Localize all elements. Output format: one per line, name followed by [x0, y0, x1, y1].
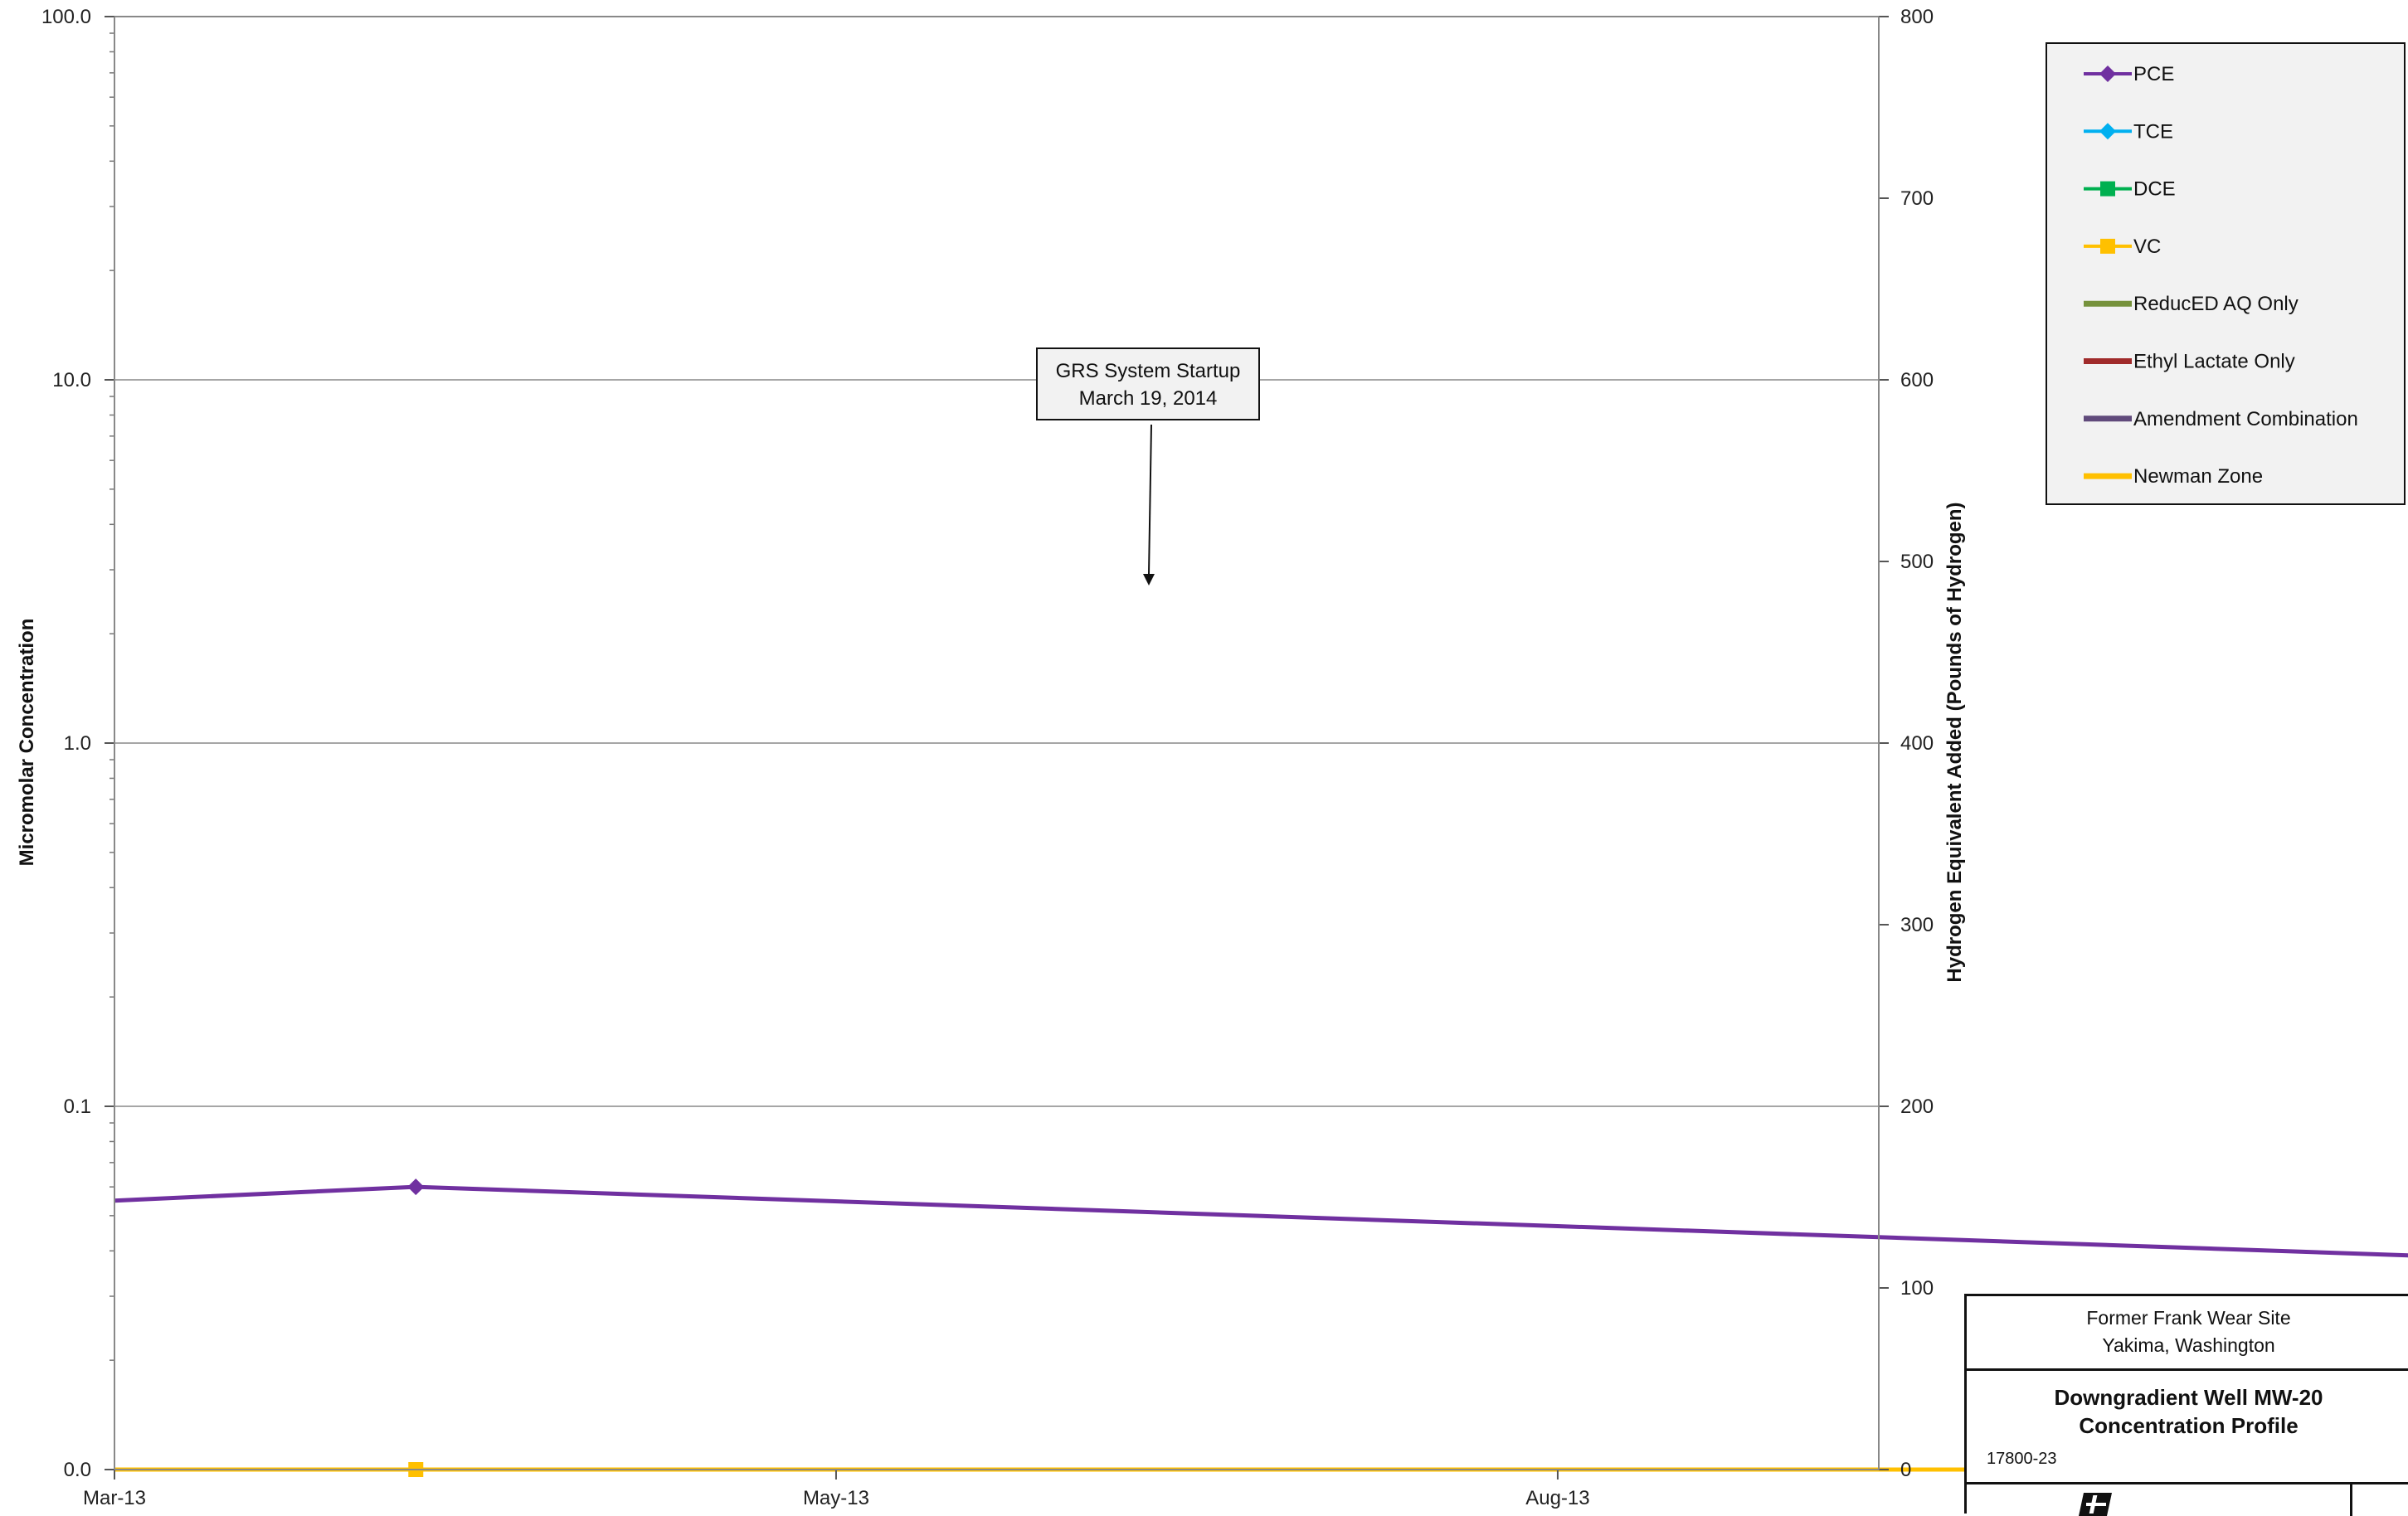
legend-item-newman-zone: Newman Zone: [2084, 465, 2263, 488]
legend-label: Ethyl Lactate Only: [2133, 351, 2295, 373]
right-tick-label: 800: [1900, 6, 1934, 28]
legend-item-dce: DCE: [2084, 178, 2176, 201]
grid-lines: [114, 379, 1879, 1107]
axes: 100.0 10.0 1.0 0.1 0.0 800 700 600 500 400 300 200 1…: [41, 6, 2303, 1509]
site-name: Former Frank Wear Site Yakima, Washingto…: [1967, 1296, 2408, 1371]
legend: PCE TCE DCE VC ReducED AQ Only Ethyl Lactate …: [2046, 42, 2406, 505]
line-pce: [114, 1184, 2408, 1258]
callout-arrow-head: [1143, 574, 1155, 586]
legend-label: DCE: [2133, 178, 2176, 201]
figure-title: Downgradient Well MW-20 Concentration Pr…: [1967, 1373, 2408, 1481]
right-tick-label: 500: [1900, 551, 1934, 573]
callout-arrow-line: [1148, 424, 1152, 575]
series-pce: [114, 1178, 2408, 1258]
left-tick-label: 10.0: [52, 369, 91, 391]
legend-label: Amendment Combination: [2133, 408, 2358, 430]
right-tick-label: 600: [1900, 369, 1934, 391]
marker-pce: [407, 1178, 425, 1196]
right-tick-label: 300: [1900, 914, 1934, 936]
figure-title-line-2: Concentration Profile: [2079, 1413, 2299, 1438]
legend-item-vc: VC: [2084, 236, 2161, 258]
title-block-divider: [2350, 1484, 2352, 1516]
site-line-1: Former Frank Wear Site: [2086, 1307, 2291, 1329]
title-block: Former Frank Wear Site Yakima, Washingto…: [1964, 1294, 2408, 1516]
legend-item-ethyl-lactate-only: Ethyl Lactate Only: [2084, 351, 2295, 373]
legend-box: [2046, 42, 2406, 505]
right-tick-label: 100: [1900, 1277, 1934, 1300]
legend-item-amendment-combination: Amendment Combination: [2084, 408, 2358, 430]
legend-label: PCE: [2133, 63, 2174, 85]
company-logo-icon: [2079, 1493, 2112, 1516]
legend-label: ReducED AQ Only: [2133, 293, 2299, 315]
right-tick-label: 200: [1900, 1096, 1934, 1118]
legend-label: VC: [2133, 236, 2161, 258]
legend-marker: [2100, 181, 2115, 197]
legend-label: TCE: [2133, 120, 2173, 143]
callout-line-1: GRS System Startup: [1056, 360, 1241, 382]
right-tick-label: 400: [1900, 732, 1934, 755]
right-tick-label: 0: [1900, 1459, 1911, 1481]
left-tick-label: 0.0: [64, 1459, 91, 1481]
title-block-footer: [1967, 1482, 2408, 1516]
right-axis-title: Hydrogen Equivalent Added (Pounds of Hyd…: [1943, 502, 1966, 982]
callout-line-2: March 19, 2014: [1079, 387, 1218, 410]
legend-marker: [2099, 123, 2116, 140]
legend-item-reduced-aq-only: ReducED AQ Only: [2084, 293, 2299, 315]
callout-box: [1036, 347, 1260, 420]
x-tick-label: Aug-13: [1525, 1487, 1589, 1509]
legend-item-tce: TCE: [2084, 120, 2173, 143]
x-tick-label: May-13: [803, 1487, 869, 1509]
legend-marker: [2100, 238, 2115, 254]
x-tick-label: Mar-13: [83, 1487, 146, 1509]
left-tick-label: 1.0: [64, 732, 91, 755]
legend-label: Newman Zone: [2133, 465, 2263, 488]
legend-item-pce: PCE: [2084, 63, 2174, 85]
left-axis-title: Micromolar Concentration: [16, 619, 38, 867]
figure-title-line-1: Downgradient Well MW-20: [2054, 1385, 2323, 1410]
site-line-2: Yakima, Washington: [2102, 1334, 2275, 1356]
left-tick-label: 100.0: [41, 6, 91, 28]
legend-marker: [2099, 66, 2116, 82]
project-number: 17800-23: [1987, 1450, 2057, 1468]
startup-callout: GRS System Startup March 19, 2014: [1036, 347, 1260, 586]
right-tick-label: 700: [1900, 187, 1934, 210]
left-tick-label: 0.1: [64, 1096, 91, 1118]
